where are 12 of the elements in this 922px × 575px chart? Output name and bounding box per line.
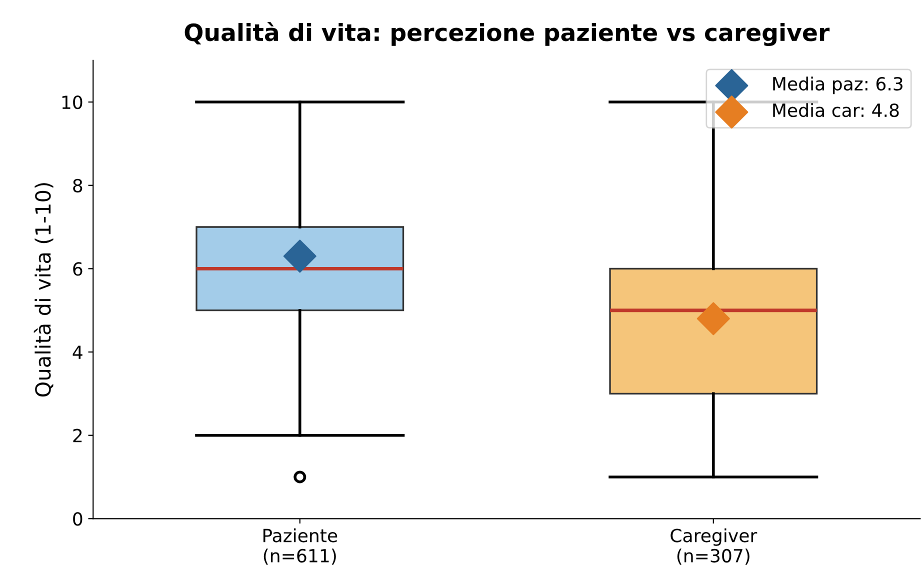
- x-tick-label: Paziente (n=611): [263, 528, 338, 565]
- y-tick-label: 4: [72, 346, 82, 359]
- y-tick-label: 2: [73, 428, 82, 442]
- y-tick-label: 0: [73, 512, 82, 526]
- chart-title: Qualità di vita: percezione paziente vs caregiver: [184, 22, 830, 46]
- y-tick-label: 10: [62, 95, 82, 110]
- x-tick-label: Caregiver (n=307): [670, 528, 758, 565]
- legend-label: Media car: 4.8: [773, 103, 899, 118]
- y-axis-title: Qualità di vita (1-10): [34, 183, 54, 397]
- y-tick-label: 6: [73, 262, 82, 276]
- y-tick-label: 8: [73, 178, 82, 192]
- legend-label: Media paz: 6.3: [773, 76, 902, 94]
